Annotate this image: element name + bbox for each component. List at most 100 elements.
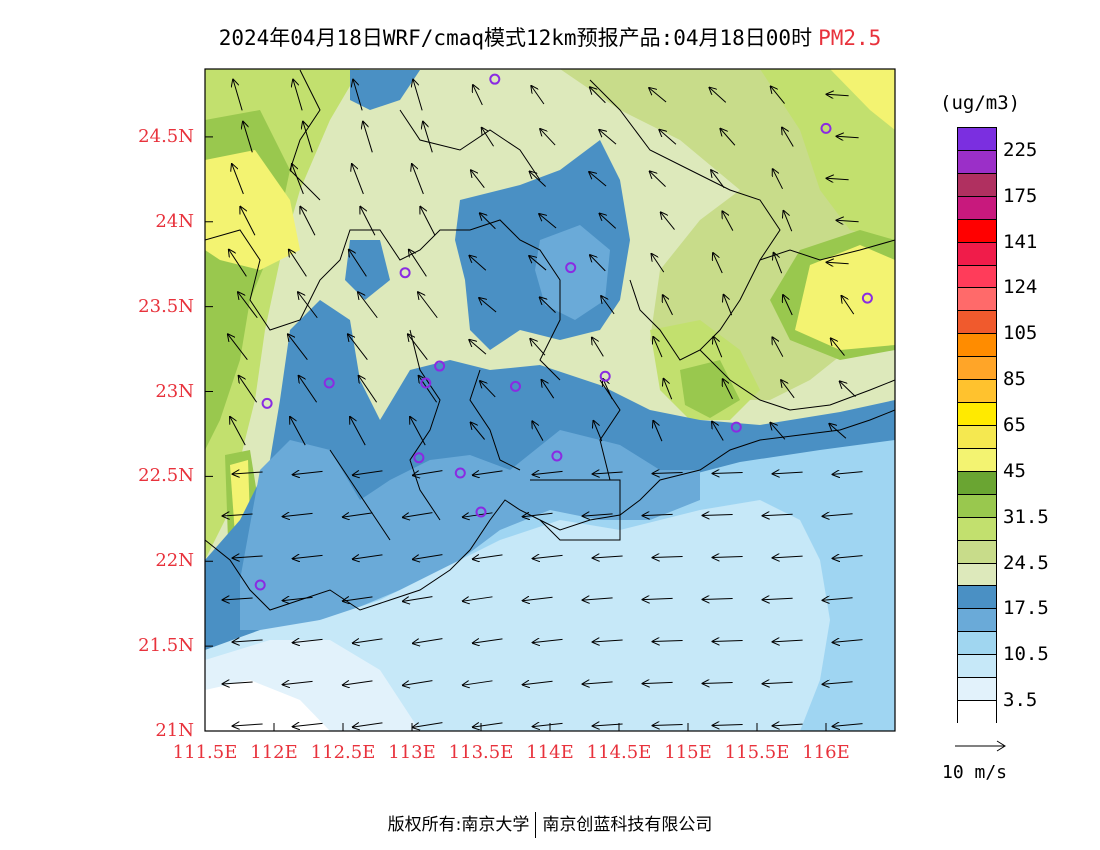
wind-arrow	[831, 338, 845, 356]
colorbar-swatch	[958, 425, 996, 449]
wind-arrow	[533, 639, 563, 642]
wind-arrow	[413, 722, 443, 728]
wind-arrow	[643, 682, 673, 683]
lat-label: 22.5N	[138, 465, 194, 487]
station-marker	[413, 452, 425, 464]
wind-arrow	[473, 555, 503, 559]
wind-arrow	[413, 470, 443, 476]
wind-arrow	[773, 556, 803, 558]
wind-arrow	[772, 337, 784, 357]
wind-arrow	[293, 723, 323, 726]
colorbar-swatch	[958, 128, 996, 151]
wind-arrow	[343, 681, 373, 685]
wind-arrow	[403, 596, 433, 602]
wind-arrow	[590, 87, 606, 104]
wind-arrow	[283, 681, 313, 684]
wind-arrow	[469, 256, 487, 271]
colorbar-swatch	[958, 632, 996, 656]
colorbar-swatch	[958, 494, 996, 518]
lat-label: 23.5N	[138, 295, 194, 317]
station-marker	[323, 377, 335, 389]
station-marker	[565, 262, 577, 274]
wind-arrow	[353, 723, 383, 727]
station-marker	[420, 377, 432, 389]
wind-arrow	[593, 421, 603, 442]
lon-label: 111.5E	[172, 742, 238, 763]
wind-arrow	[713, 337, 723, 358]
wind-arrow	[833, 472, 863, 475]
colorbar-label: 85	[1003, 368, 1026, 391]
colorbar-swatch	[958, 540, 996, 564]
wind-arrow	[409, 250, 427, 277]
wind-arrow	[593, 556, 623, 558]
colorbar-swatch	[958, 150, 996, 174]
wind-arrow	[763, 514, 793, 515]
wind-arrow	[827, 178, 849, 179]
colorbar-unit: (ug/m3)	[940, 92, 1021, 114]
wind-arrow	[773, 724, 803, 726]
wind-arrow	[420, 207, 436, 236]
wind-arrow	[360, 207, 376, 236]
colorbar-label: 10.5	[1003, 643, 1049, 666]
lat-label: 21.5N	[138, 635, 194, 657]
wind-arrow	[473, 723, 503, 727]
station-marker	[399, 267, 411, 279]
wind-arrow	[589, 172, 607, 187]
wind-arrow	[713, 641, 743, 642]
colorbar-swatch	[958, 380, 996, 404]
station-marker	[454, 467, 466, 479]
wind-arrow	[653, 556, 683, 557]
colorbar-swatch	[958, 655, 996, 679]
colorbar-swatch	[958, 196, 996, 220]
station-marker	[261, 397, 273, 409]
wind-arrow	[703, 515, 733, 516]
lon-label: 113E	[388, 742, 436, 763]
wind-arrow	[293, 471, 323, 474]
wind-arrow	[840, 381, 856, 397]
wind-arrow	[650, 171, 666, 187]
wind-arrow	[713, 253, 723, 274]
wind-arrow	[298, 292, 318, 319]
colorbar-label: 31.5	[1003, 505, 1049, 528]
wind-arrow	[293, 639, 323, 642]
wind-arrow	[353, 471, 383, 475]
wind-arrow	[479, 298, 497, 313]
wind-arrow	[232, 164, 244, 195]
wind-arrow	[343, 597, 373, 601]
wind-arrow	[233, 556, 263, 558]
colorbar-swatch	[958, 311, 996, 335]
wind-arrow	[469, 340, 487, 355]
wind-arrow	[530, 171, 546, 187]
wind-arrow	[288, 334, 308, 361]
colorbar-swatch	[958, 265, 996, 289]
wind-arrow	[533, 471, 563, 474]
lon-label: 114.5E	[586, 742, 652, 763]
wind-arrow	[482, 128, 494, 147]
wind-arrow	[539, 214, 557, 229]
wind-arrow	[713, 725, 743, 726]
colorbar-label: 3.5	[1003, 689, 1038, 712]
wind-arrow	[523, 597, 553, 600]
lon-label: 112.5E	[310, 742, 376, 763]
wind-arrow	[593, 640, 623, 642]
colorbar-swatch	[958, 586, 996, 610]
wind-arrow	[653, 640, 683, 641]
lon-label: 116E	[802, 742, 850, 763]
wind-arrow	[643, 514, 673, 515]
lon-label: 112E	[250, 742, 298, 763]
wind-arrow	[771, 86, 785, 104]
wind-arrow	[653, 724, 683, 725]
wind-arrow	[233, 80, 243, 111]
colorbar-label: 141	[1003, 230, 1038, 253]
wind-arrow	[463, 597, 493, 601]
wind-arrow	[233, 640, 263, 642]
station-marker	[254, 579, 266, 591]
wind-arrow	[722, 211, 734, 231]
colorbar-swatch	[958, 448, 996, 472]
colorbar-label: 45	[1003, 459, 1026, 482]
wind-arrow	[540, 129, 556, 146]
wind-arrow	[233, 472, 263, 474]
wind-arrow	[653, 421, 663, 442]
lat-label: 22N	[155, 550, 194, 572]
